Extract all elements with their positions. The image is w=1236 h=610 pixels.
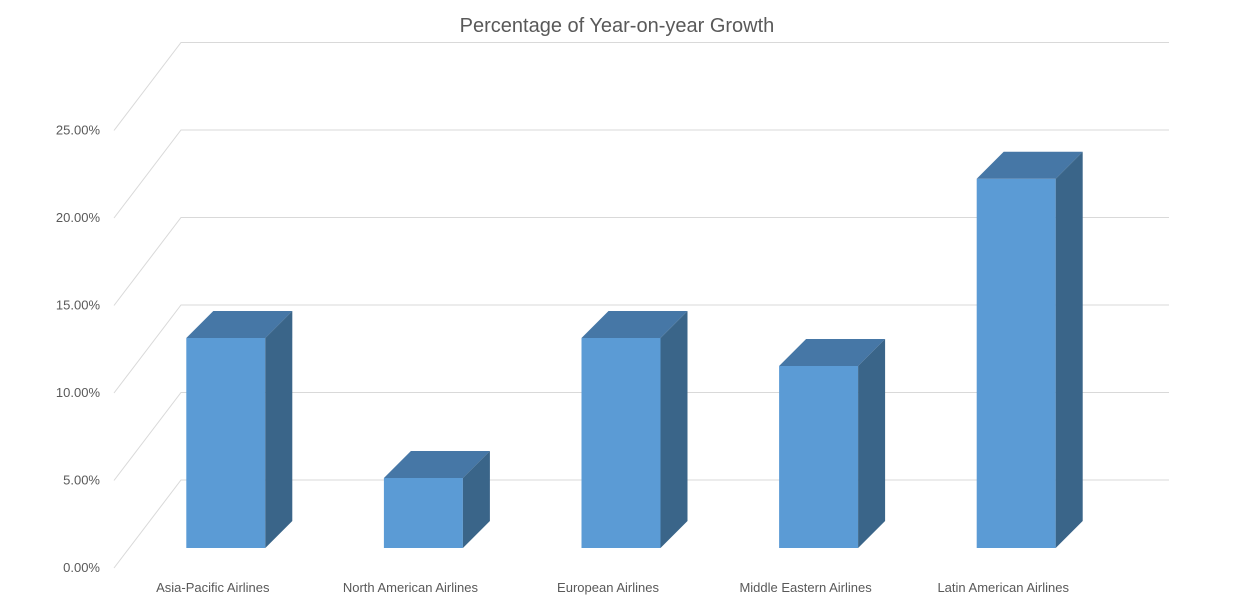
- y-tick-label: 0.00%: [63, 560, 100, 575]
- y-tick-label: 5.00%: [63, 473, 100, 488]
- bar-side: [858, 339, 886, 548]
- x-category-label: European Airlines: [557, 580, 659, 595]
- bar-top: [779, 339, 886, 366]
- bar-front: [186, 338, 266, 548]
- y-axis-tick-labels: 0.00% 5.00% 10.00% 15.00% 20.00% 25.00%: [56, 123, 101, 576]
- bar-front: [581, 338, 661, 548]
- chart-title: Percentage of Year-on-year Growth: [460, 15, 775, 37]
- bar: [779, 339, 886, 548]
- gridline: [113, 304, 1169, 394]
- bar: [976, 151, 1083, 548]
- bar: [581, 311, 688, 548]
- bar-front: [779, 366, 859, 548]
- x-category-label: Asia-Pacific Airlines: [156, 580, 270, 595]
- gridline: [113, 42, 1169, 131]
- bar: [186, 311, 293, 548]
- bar-front: [383, 478, 463, 548]
- x-category-label: Latin American Airlines: [937, 580, 1069, 595]
- bar-side: [462, 451, 490, 548]
- y-tick-label: 20.00%: [56, 210, 101, 225]
- bar-side: [1055, 151, 1083, 548]
- bar-side: [265, 311, 293, 548]
- y-tick-label: 25.00%: [56, 123, 101, 138]
- bars: [186, 151, 1083, 548]
- x-category-label: Middle Eastern Airlines: [739, 580, 872, 595]
- x-category-label: North American Airlines: [343, 580, 479, 595]
- bar: [383, 451, 490, 548]
- gridline: [113, 129, 1169, 219]
- bar-top: [383, 451, 490, 478]
- bar-side: [660, 311, 688, 548]
- bar-front: [976, 178, 1056, 548]
- y-tick-label: 10.00%: [56, 385, 101, 400]
- bar-top: [976, 151, 1083, 179]
- y-tick-label: 15.00%: [56, 298, 101, 313]
- gridline: [113, 217, 1169, 306]
- x-axis-category-labels: Asia-Pacific Airlines North American Airl…: [156, 580, 1069, 595]
- bar-top: [186, 311, 293, 338]
- bar-top: [581, 311, 688, 338]
